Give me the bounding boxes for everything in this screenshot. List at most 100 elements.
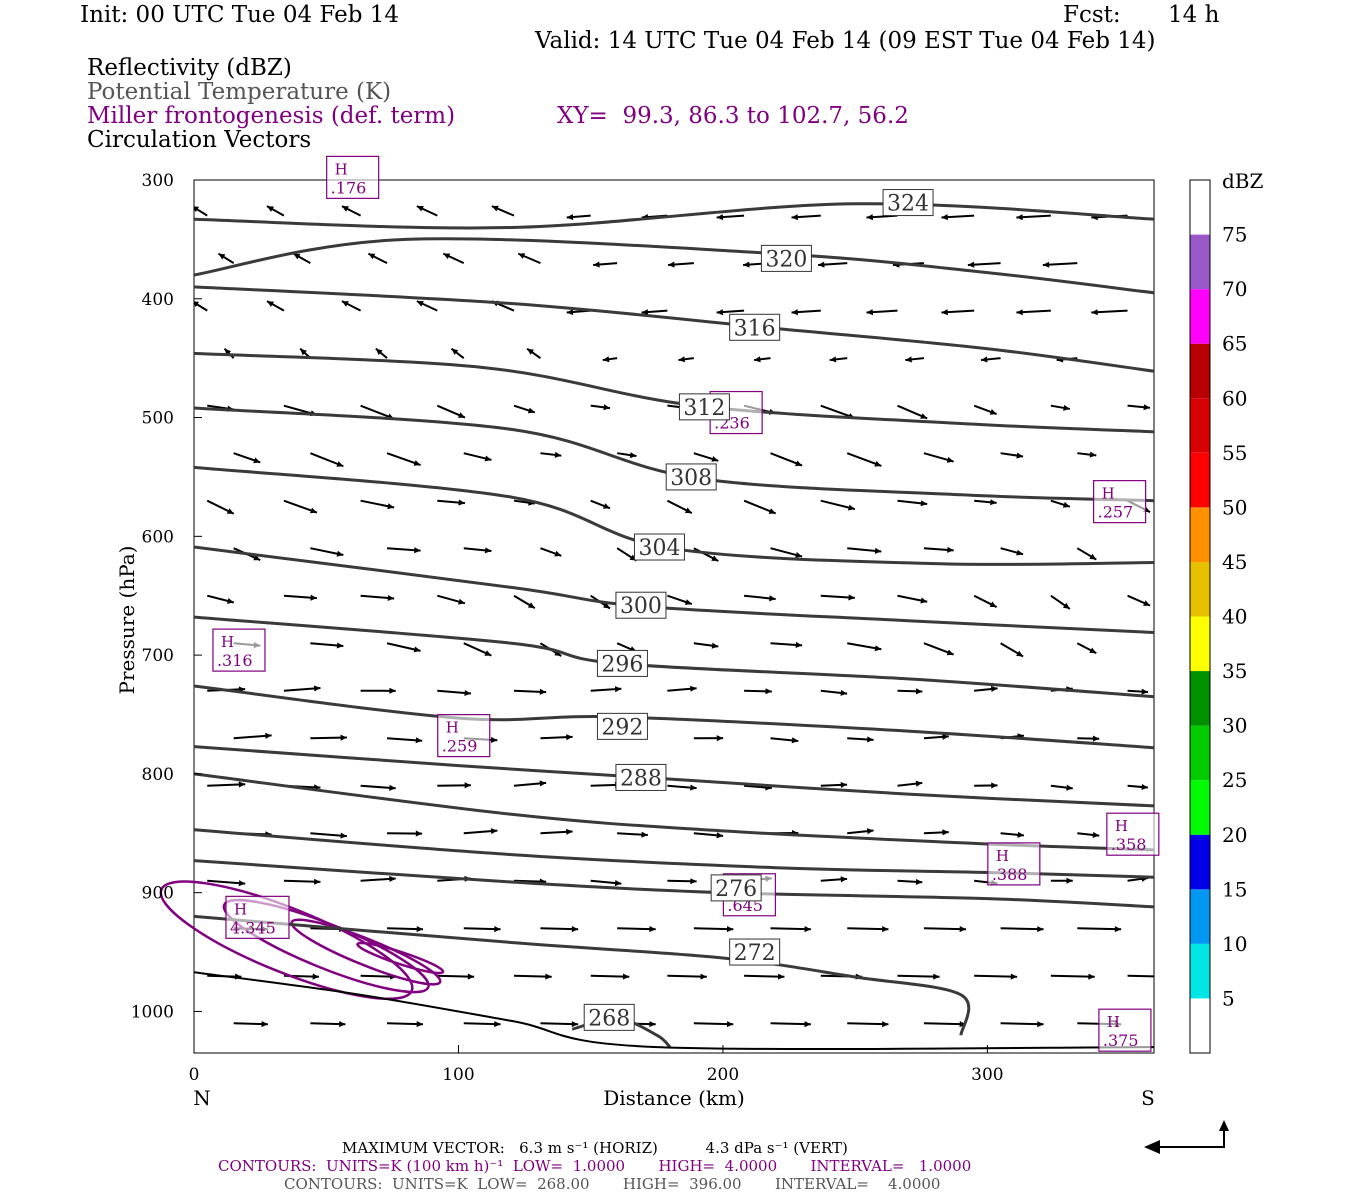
vector-head (684, 599, 692, 605)
theta-label-box (665, 463, 717, 491)
vector-head (1010, 973, 1018, 980)
colorbar-segment (1190, 343, 1210, 399)
vector-head (941, 214, 948, 221)
colorbar-label: 45 (1222, 550, 1247, 574)
vector-head (458, 499, 465, 506)
vector-head (795, 641, 803, 648)
maximum-value: .375 (1103, 1031, 1139, 1050)
frontogenesis-maxima: H.176H.236H.257H.316H.259H.358H.388H.645… (212, 155, 1160, 1052)
colorbar-segment (1190, 671, 1210, 726)
vector-shaft (923, 927, 967, 931)
vector-head (602, 356, 610, 363)
colorbar-label: 25 (1222, 768, 1247, 792)
vector-head (1141, 784, 1148, 790)
contours-theta-note: CONTOURS: UNITS=K LOW= 268.00 HIGH= 396.… (284, 1175, 941, 1193)
colorbar-segment (1190, 834, 1210, 890)
theta-label-box (596, 649, 648, 677)
vector-shaft (847, 1022, 889, 1026)
theta-label: 272 (734, 941, 776, 966)
maximum-marker: H (335, 160, 348, 178)
vector-head (603, 602, 610, 609)
vector-head (804, 926, 811, 933)
fronto-contour-2 (222, 898, 430, 994)
maximum-marker: H (446, 719, 459, 737)
vector-head (340, 832, 347, 839)
vector-head (310, 594, 317, 601)
vector-head (649, 1021, 656, 1028)
vector-head (915, 780, 923, 787)
vector-head (389, 784, 396, 791)
axes: 0 100 200 300 300 400 500 600 700 800 900 1000 Dista… (115, 171, 1155, 1110)
vector-head (451, 348, 459, 355)
x-axis-title: Distance (km) (603, 1086, 745, 1110)
field-circulation-vectors: Circulation Vectors (87, 127, 312, 153)
vector-head (194, 301, 199, 308)
vector-head (959, 1021, 966, 1028)
vector-head (1037, 926, 1044, 933)
maximum-value: .257 (1098, 503, 1134, 522)
init-time: Init: 00 UTC Tue 04 Feb 14 (80, 2, 400, 28)
vector-head (518, 253, 526, 259)
vector-head (1089, 451, 1097, 458)
colorbar-label: 5 (1222, 986, 1235, 1010)
colorbar-label: 10 (1222, 932, 1247, 956)
vector-head (915, 878, 923, 885)
colorbar-segment (1190, 998, 1210, 1053)
vector-head (1066, 877, 1073, 884)
vector-shaft (207, 879, 246, 885)
vector-head (711, 642, 719, 649)
vector-head (946, 456, 954, 463)
vector-head (1016, 309, 1023, 316)
theta-label: 276 (715, 877, 757, 902)
frontogenesis-contours (159, 880, 445, 1001)
maximum-marker: H (1107, 1013, 1120, 1031)
vector-head (314, 878, 321, 885)
vector-head (265, 732, 272, 739)
theta-label: 300 (620, 594, 662, 619)
theta-contours (194, 202, 1154, 1051)
vector-head (566, 828, 573, 835)
vector-head (1042, 261, 1050, 268)
vector-head (991, 685, 998, 692)
reflectivity-colorbar: 5 10 15 20 25 30 35 40 45 50 55 60 65 70 75 dBZ (1189, 169, 1264, 1054)
vector-head (545, 973, 552, 980)
theta-label: 324 (887, 192, 929, 217)
maximum-marker: H (1102, 485, 1115, 503)
vector-head (1141, 688, 1148, 695)
theta-label: 288 (620, 766, 662, 791)
maximum-box (1106, 812, 1160, 856)
vector-head (368, 253, 376, 260)
vector-head (946, 649, 954, 656)
colorbar-unit: dBZ (1222, 169, 1264, 193)
vector-head (490, 828, 498, 835)
vector-head (261, 1021, 268, 1028)
vector-head (1016, 214, 1023, 221)
colorbar-label: 30 (1222, 714, 1247, 738)
vector-head (1088, 973, 1095, 980)
vector-head (848, 504, 855, 511)
vector-head (1016, 452, 1024, 459)
vector-head (340, 734, 347, 741)
vector-head (920, 597, 928, 604)
vector-head (339, 1021, 346, 1028)
vector-head (1016, 650, 1024, 657)
vector-shaft (207, 783, 246, 787)
vector-shaft (693, 927, 734, 931)
colorbar-segment (1190, 616, 1210, 672)
vector-head (1092, 735, 1100, 742)
vector-head (804, 1021, 811, 1028)
vector-shaft (1000, 1022, 1044, 1026)
vector-shaft (1050, 974, 1095, 978)
vector-head (413, 460, 421, 466)
vector-head (416, 926, 423, 933)
vector-head (848, 594, 855, 601)
vector-head (313, 685, 321, 692)
vector-head (1062, 602, 1070, 609)
terrain-line (194, 971, 1154, 1051)
vector-head (494, 926, 501, 933)
field-reflectivity: Reflectivity (dBZ) (87, 55, 292, 81)
vector-head (293, 253, 301, 260)
vector-head (920, 500, 928, 507)
vector-head (312, 973, 319, 980)
maximum-box (225, 895, 290, 939)
